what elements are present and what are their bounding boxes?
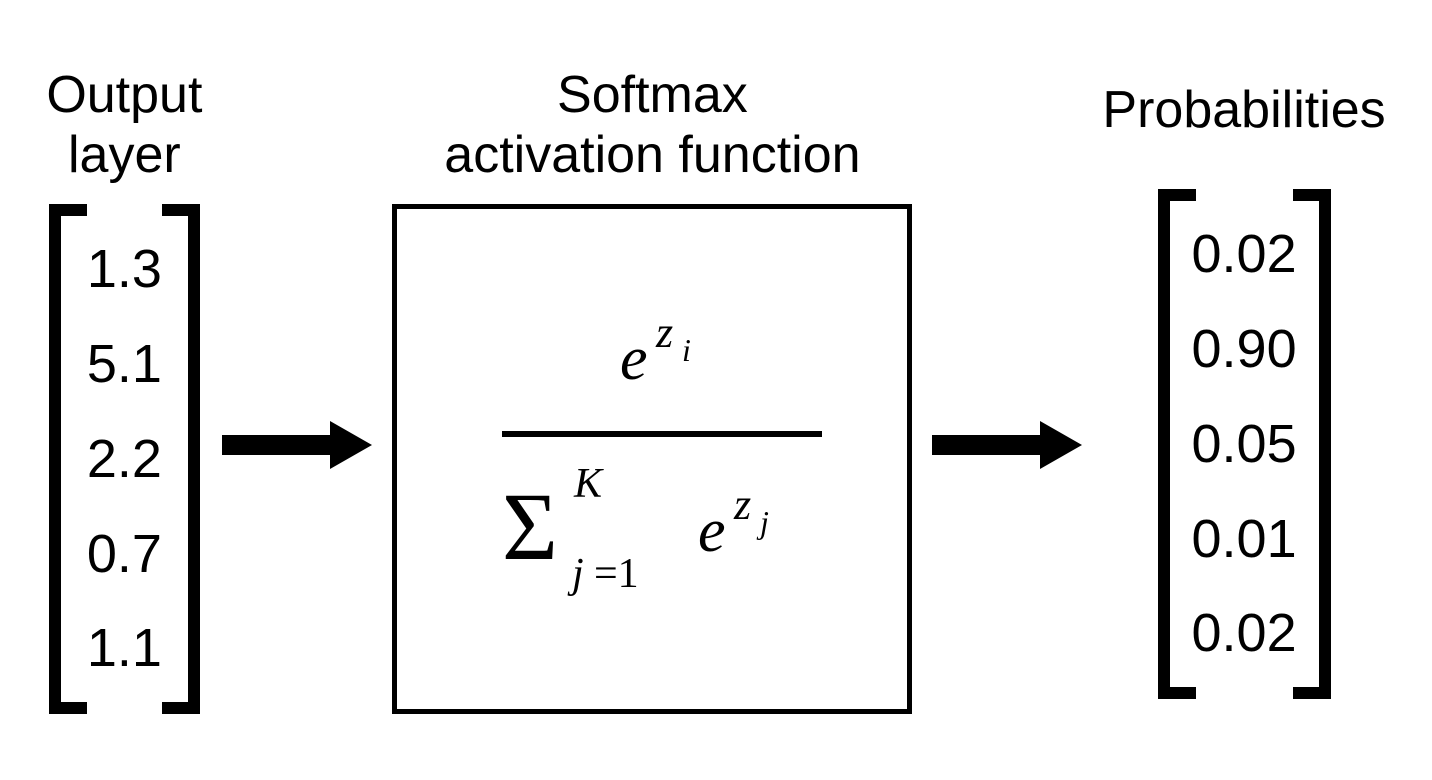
prob-val-1: 0.90: [1186, 322, 1303, 376]
output-layer-header-line2: layer: [68, 126, 181, 184]
probabilities-column: Probabilities 0.02 0.90 0.05 0.01 0.02: [1102, 81, 1385, 699]
output-val-0: 1.3: [77, 242, 172, 296]
formula-denom-j: j: [756, 504, 769, 540]
arrow-right-icon: [932, 421, 1082, 469]
formula-num-e: e: [620, 325, 648, 393]
softmax-diagram: Output layer 1.3 5.1 2.2 0.7 1.1 Softmax…: [46, 66, 1385, 714]
formula-sigma: Σ: [502, 473, 558, 580]
softmax-header-line1: Softmax: [557, 66, 748, 124]
output-layer-header-line1: Output: [46, 66, 202, 124]
formula-num-z: z: [655, 308, 673, 357]
formula-sum-lower-j: j: [567, 551, 584, 597]
prob-val-0: 0.02: [1186, 227, 1303, 281]
arrow-2: [932, 421, 1082, 469]
softmax-header-line2: activation function: [444, 126, 860, 184]
formula-denom-e: e: [698, 497, 726, 565]
softmax-column: Softmax activation function e z i Σ K j …: [392, 66, 912, 714]
output-layer-column: Output layer 1.3 5.1 2.2 0.7 1.1: [46, 66, 202, 714]
prob-val-4: 0.02: [1186, 606, 1303, 660]
formula-sum-upper: K: [573, 461, 604, 507]
formula-num-i: i: [682, 332, 691, 368]
output-val-4: 1.1: [77, 621, 172, 675]
probability-vector: 0.02 0.90 0.05 0.01 0.02: [1172, 189, 1317, 699]
probabilities-header: Probabilities: [1102, 81, 1385, 141]
prob-val-3: 0.01: [1186, 512, 1303, 566]
output-val-1: 5.1: [77, 337, 172, 391]
prob-val-2: 0.05: [1186, 417, 1303, 471]
formula-denom-z: z: [733, 480, 751, 529]
output-val-2: 2.2: [77, 432, 172, 486]
output-layer-header: Output layer: [46, 66, 202, 186]
arrow-1: [222, 421, 372, 469]
output-vector: 1.3 5.1 2.2 0.7 1.1: [63, 204, 186, 714]
output-val-3: 0.7: [77, 527, 172, 581]
formula-sum-lower-eq: =1: [594, 551, 639, 597]
arrow-right-icon: [222, 421, 372, 469]
probabilities-header-text: Probabilities: [1102, 81, 1385, 139]
softmax-formula-box: e z i Σ K j =1 e z j: [392, 204, 912, 714]
softmax-header: Softmax activation function: [444, 66, 860, 186]
softmax-formula: e z i Σ K j =1 e z j: [442, 289, 862, 629]
